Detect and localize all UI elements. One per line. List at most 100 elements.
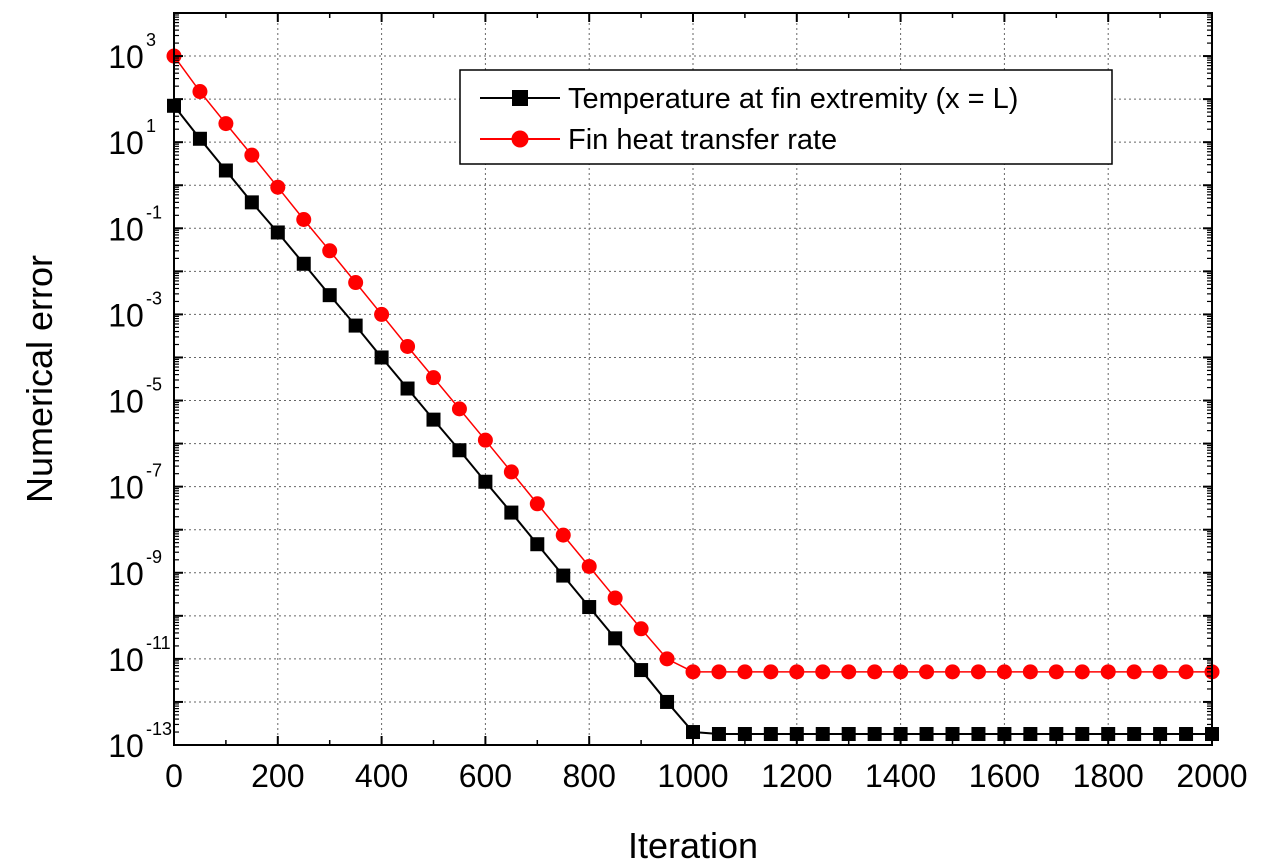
data-point-square — [1023, 727, 1038, 742]
x-tick-label: 2000 — [1176, 758, 1247, 794]
data-point-circle — [218, 116, 234, 132]
data-point-square — [919, 727, 934, 742]
data-point-square — [556, 568, 571, 583]
data-point-square — [244, 195, 259, 210]
legend-label: Temperature at fin extremity (x = L) — [568, 83, 1018, 115]
data-point-circle — [1100, 664, 1116, 680]
data-point-square — [270, 225, 285, 240]
data-point-circle — [685, 664, 701, 680]
legend-box — [459, 69, 1113, 165]
data-point-circle — [945, 664, 960, 680]
data-point-circle — [374, 306, 390, 322]
data-point-square — [608, 631, 623, 646]
x-tick-label: 200 — [251, 758, 304, 794]
y-tick-base: 10 — [108, 39, 144, 75]
y-tick-exponent: -5 — [146, 375, 162, 395]
data-point-circle — [1126, 664, 1142, 680]
data-point-circle — [867, 664, 883, 680]
y-tick-base: 10 — [108, 642, 144, 678]
data-point-circle — [426, 370, 441, 386]
data-point-circle — [1074, 664, 1090, 680]
data-point-circle — [192, 84, 208, 100]
data-point-square — [1075, 727, 1090, 742]
y-tick-exponent: -1 — [146, 202, 162, 222]
y-tick-base: 10 — [108, 125, 144, 161]
legend: Temperature at fin extremity (x = L) Fin … — [459, 69, 1113, 165]
y-tick-label: 10 -5 — [108, 375, 162, 420]
data-point-square — [192, 131, 207, 146]
data-point-square — [530, 537, 545, 552]
data-point-circle — [659, 651, 675, 667]
data-point-circle — [451, 401, 467, 417]
data-point-circle — [477, 432, 493, 448]
data-point-circle — [789, 664, 805, 680]
data-point-circle — [296, 212, 312, 228]
data-point-square — [1153, 727, 1168, 742]
x-tick-label: 600 — [459, 758, 512, 794]
legend-marker-square — [512, 90, 528, 106]
data-point-circle — [270, 179, 286, 195]
data-point-square — [322, 288, 337, 303]
y-tick-label: 10 -7 — [108, 461, 162, 506]
data-point-circle — [529, 496, 545, 512]
data-point-square — [867, 727, 882, 742]
y-tick-label: 10 -11 — [108, 633, 170, 678]
data-point-circle — [1152, 664, 1168, 680]
y-tick-label: 10 1 — [108, 116, 156, 161]
data-point-circle — [841, 664, 857, 680]
data-point-square — [426, 412, 441, 427]
y-tick-label: 10 -13 — [108, 719, 172, 764]
y-tick-exponent: -13 — [146, 719, 172, 739]
data-point-circle — [711, 664, 727, 680]
x-axis-label: Iteration — [628, 825, 758, 866]
y-tick-exponent: -11 — [146, 633, 171, 653]
series-2 — [166, 48, 1220, 680]
y-tick-exponent: 3 — [146, 30, 156, 50]
data-point-square — [945, 727, 960, 742]
data-point-circle — [893, 664, 909, 680]
data-point-square — [737, 727, 752, 742]
data-point-square — [1127, 727, 1142, 742]
x-tick-label: 1800 — [1073, 758, 1144, 794]
data-point-square — [893, 727, 908, 742]
data-point-square — [1179, 727, 1194, 742]
data-point-circle — [555, 527, 571, 543]
y-tick-label: 10 -1 — [108, 202, 162, 247]
data-point-circle — [996, 664, 1012, 680]
x-tick-label: 800 — [563, 758, 616, 794]
data-point-square — [815, 727, 830, 742]
data-point-circle — [1178, 664, 1194, 680]
data-point-square — [711, 727, 726, 742]
data-point-square — [660, 694, 675, 709]
data-point-circle — [322, 243, 338, 259]
y-tick-base: 10 — [108, 297, 144, 333]
data-point-circle — [400, 338, 416, 354]
data-point-square — [400, 381, 415, 396]
data-point-square — [789, 727, 804, 742]
y-tick-base: 10 — [108, 728, 144, 764]
x-tick-label: 1200 — [761, 758, 832, 794]
data-point-square — [1101, 727, 1116, 742]
data-point-square — [763, 727, 778, 742]
data-point-square — [478, 474, 493, 489]
data-point-circle — [607, 590, 623, 606]
x-tick-label: 1400 — [865, 758, 936, 794]
data-point-circle — [1048, 664, 1064, 680]
legend-label: Fin heat transfer rate — [568, 124, 837, 156]
data-point-square — [296, 256, 311, 271]
y-tick-label: 10 3 — [108, 30, 156, 75]
data-point-circle — [1022, 664, 1038, 680]
y-tick-base: 10 — [108, 211, 144, 247]
data-point-circle — [763, 664, 779, 680]
y-axis-label: Numerical error — [19, 255, 60, 503]
data-point-square — [1049, 727, 1064, 742]
x-tick-label: 400 — [355, 758, 408, 794]
y-tick-label: 10 -9 — [108, 547, 162, 592]
data-point-square — [452, 443, 467, 458]
y-tick-label: 10 -3 — [108, 288, 162, 333]
data-point-circle — [815, 664, 831, 680]
data-point-square — [971, 727, 986, 742]
data-point-square — [634, 663, 649, 678]
data-point-square — [218, 163, 233, 178]
